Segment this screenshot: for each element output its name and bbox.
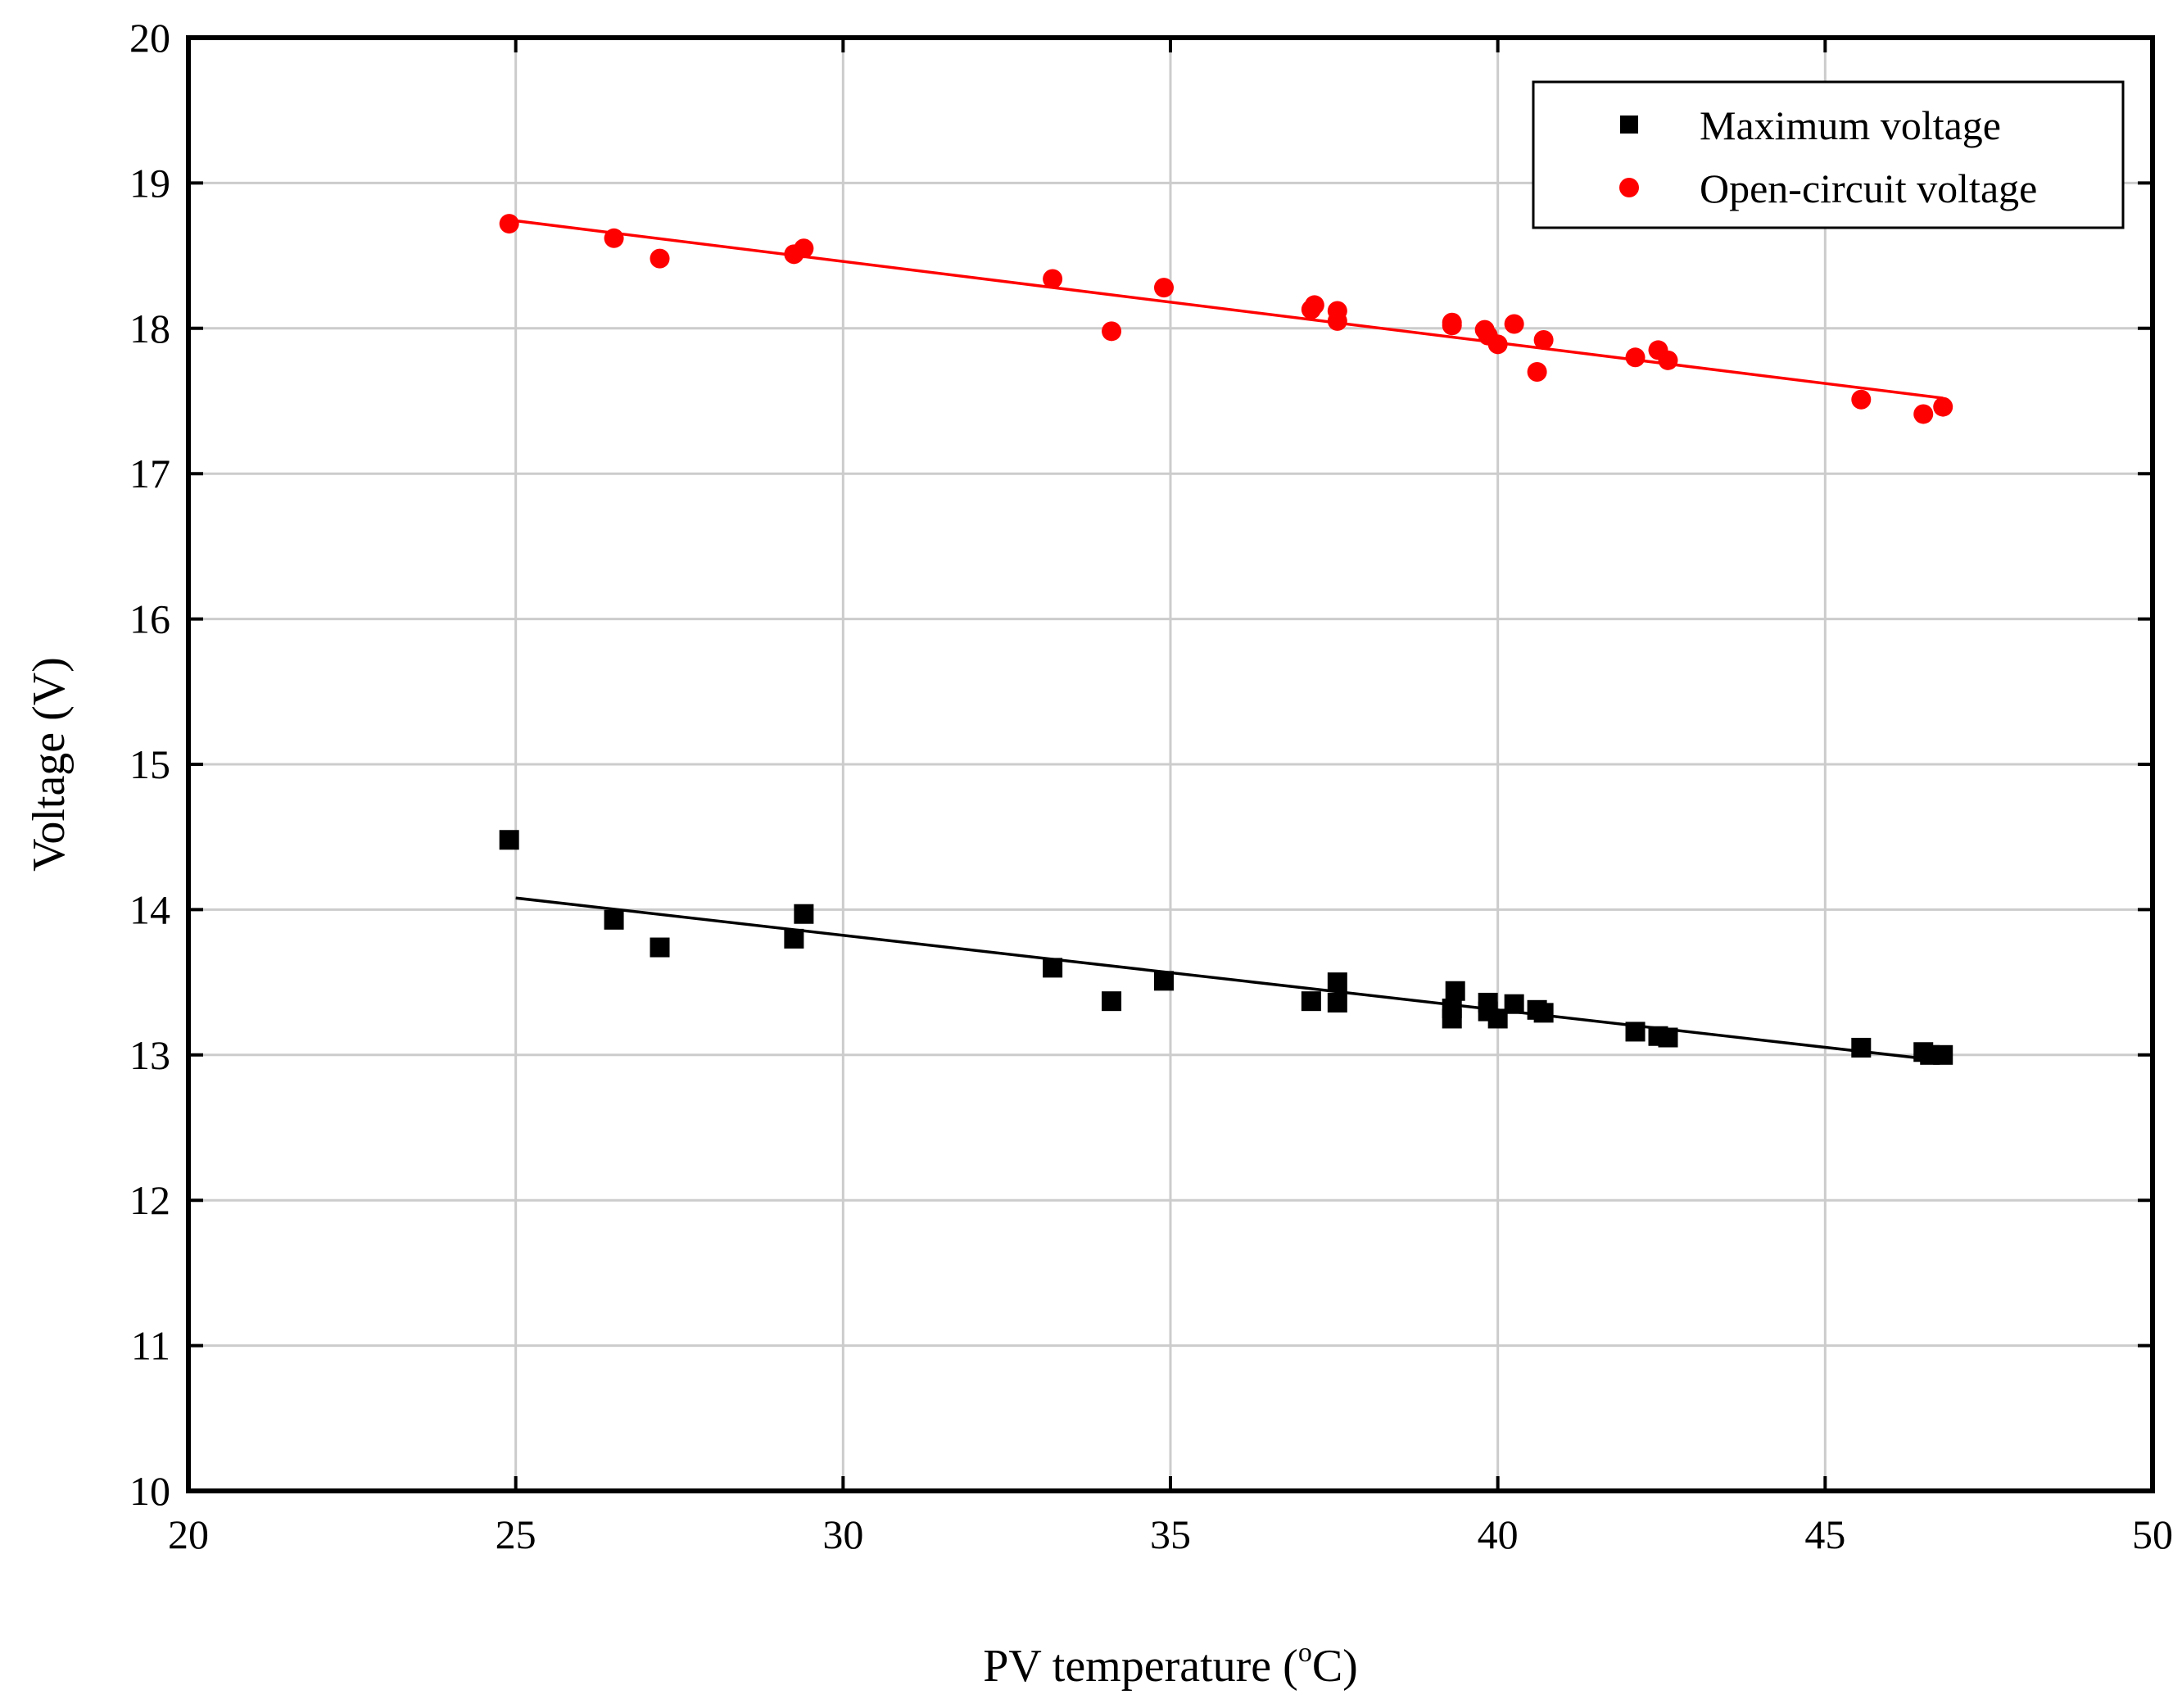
data-point-maximum-voltage <box>1301 991 1321 1012</box>
data-point-maximum-voltage <box>1327 972 1347 993</box>
data-point-maximum-voltage <box>1533 1003 1554 1023</box>
fit-lines <box>515 219 1944 1062</box>
legend: Maximum voltage Open-circuit voltage <box>1532 80 2125 229</box>
data-point-open-circuit-voltage <box>1487 334 1508 355</box>
y-tick-label: 18 <box>129 306 170 351</box>
tick-labels: 20 25 30 35 40 45 50 10 11 12 13 14 15 16 17 18 19 20 <box>129 15 2173 1557</box>
y-tick-label: 20 <box>129 15 170 61</box>
data-point-open-circuit-voltage <box>1304 295 1324 315</box>
legend-label-open-circuit-voltage: Open-circuit voltage <box>1700 165 2037 211</box>
data-point-maximum-voltage <box>784 928 804 949</box>
data-point-maximum-voltage <box>1154 971 1175 991</box>
data-point-maximum-voltage <box>1851 1037 1872 1058</box>
x-axis-title-unit: C) <box>1312 1641 1358 1692</box>
data-point-open-circuit-voltage <box>1504 314 1524 334</box>
y-tick-label: 15 <box>129 741 170 787</box>
y-tick-label: 17 <box>129 451 170 496</box>
data-point-maximum-voltage <box>1658 1027 1678 1048</box>
data-point-open-circuit-voltage <box>1442 315 1462 336</box>
data-point-open-circuit-voltage <box>1658 350 1678 370</box>
data-point-open-circuit-voltage <box>1327 301 1347 321</box>
y-tick-label: 13 <box>129 1032 170 1078</box>
x-tick-label: 40 <box>1478 1511 1519 1557</box>
data-point-maximum-voltage <box>1625 1022 1646 1042</box>
data-point-open-circuit-voltage <box>1102 321 1122 342</box>
data-point-open-circuit-voltage <box>1625 347 1646 368</box>
x-tick-label: 25 <box>496 1511 536 1557</box>
fit-line-maximum-voltage <box>515 896 1944 1062</box>
y-tick-label: 14 <box>129 886 170 932</box>
data-point-open-circuit-voltage <box>604 228 624 248</box>
data-point-open-circuit-voltage <box>650 248 670 269</box>
data-points <box>499 214 1953 1065</box>
data-point-maximum-voltage <box>1504 994 1524 1014</box>
grid <box>188 38 2153 1491</box>
y-tick-label: 12 <box>129 1177 170 1223</box>
x-tick-label: 45 <box>1804 1511 1845 1557</box>
data-point-maximum-voltage <box>1327 992 1347 1013</box>
y-tick-label: 11 <box>131 1323 170 1369</box>
fit-line-open-circuit-voltage <box>515 219 1944 400</box>
x-axis-title-superscript: o <box>1298 1638 1312 1668</box>
y-axis-title: Voltage (V) <box>24 657 75 872</box>
x-tick-label: 50 <box>2132 1511 2173 1557</box>
data-point-maximum-voltage <box>1933 1044 1953 1065</box>
x-axis-title: PV temperature (oC) <box>983 1638 1358 1692</box>
data-point-maximum-voltage <box>1043 958 1063 978</box>
y-tick-label: 10 <box>129 1468 170 1514</box>
x-axis-title-main: PV temperature ( <box>983 1641 1298 1692</box>
y-tick-label: 19 <box>129 160 170 206</box>
y-tick-label: 16 <box>129 596 170 642</box>
data-point-maximum-voltage <box>794 904 814 924</box>
data-point-open-circuit-voltage <box>1533 329 1554 350</box>
x-tick-label: 20 <box>168 1511 209 1557</box>
data-point-maximum-voltage <box>1442 1008 1462 1029</box>
data-point-maximum-voltage <box>604 909 624 930</box>
legend-box <box>1532 80 2125 229</box>
data-point-open-circuit-voltage <box>1154 278 1175 298</box>
data-point-open-circuit-voltage <box>1043 269 1063 289</box>
legend-label-maximum-voltage: Maximum voltage <box>1700 102 2001 148</box>
data-point-open-circuit-voltage <box>794 238 814 259</box>
data-point-maximum-voltage <box>650 937 670 958</box>
legend-marker-square <box>1620 116 1638 134</box>
data-point-open-circuit-voltage <box>1527 362 1547 383</box>
axis-ticks <box>187 36 2154 1493</box>
legend-marker-circle <box>1619 178 1639 197</box>
x-tick-label: 35 <box>1150 1511 1191 1557</box>
data-point-open-circuit-voltage <box>499 214 519 234</box>
data-point-open-circuit-voltage <box>1933 396 1953 417</box>
data-point-maximum-voltage <box>1445 981 1465 1001</box>
data-point-maximum-voltage <box>1102 991 1122 1012</box>
x-tick-label: 30 <box>822 1511 863 1557</box>
data-point-open-circuit-voltage <box>1851 389 1872 410</box>
data-point-maximum-voltage <box>499 830 519 850</box>
data-point-open-circuit-voltage <box>1913 404 1934 424</box>
